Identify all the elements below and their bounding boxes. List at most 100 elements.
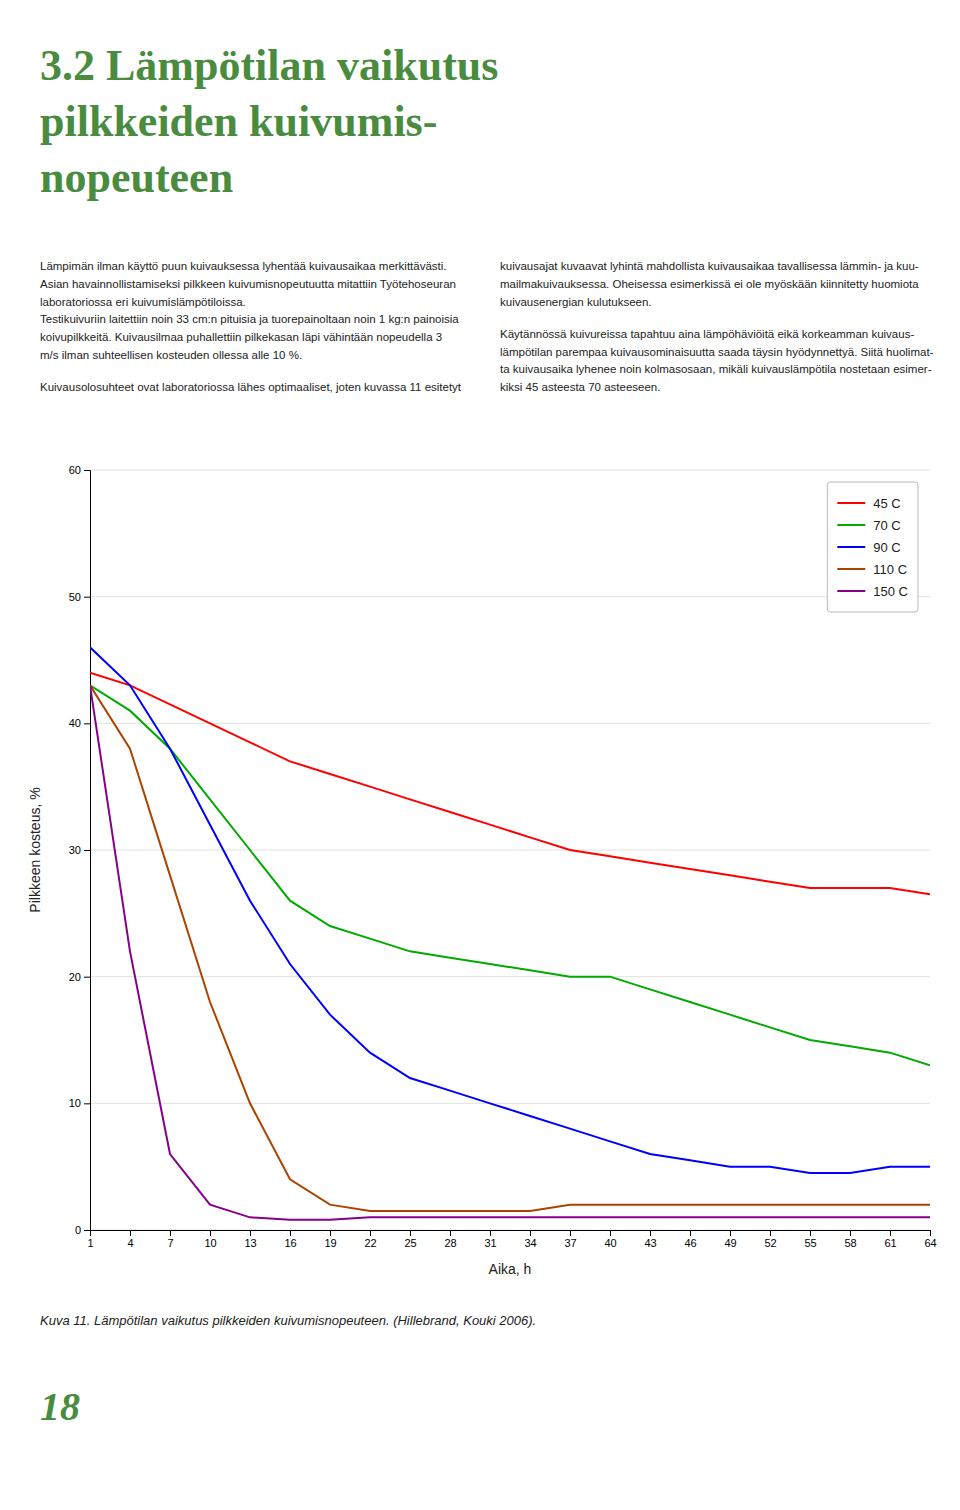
tick-label: 20 bbox=[69, 971, 81, 983]
grid-line bbox=[90, 470, 930, 471]
tick-label: 0 bbox=[75, 1224, 81, 1236]
tick-mark bbox=[570, 1230, 571, 1236]
tick: 20 bbox=[69, 971, 90, 983]
body-line: Lämpimän ilman käyttö puun kuivauksessa … bbox=[40, 260, 447, 272]
tick: 40 bbox=[604, 1230, 616, 1249]
body-line: kuivausenergian kulutukseen. bbox=[500, 296, 652, 308]
legend-swatch bbox=[837, 568, 865, 570]
tick: 60 bbox=[69, 464, 90, 476]
body-line: Asian havainnollistamiseksi pilkkeen kui… bbox=[40, 278, 456, 290]
legend-swatch bbox=[837, 524, 865, 526]
series-line bbox=[90, 685, 930, 1211]
tick-label: 22 bbox=[364, 1237, 376, 1249]
tick: 4 bbox=[127, 1230, 133, 1249]
tick-mark bbox=[610, 1230, 611, 1236]
tick-mark bbox=[730, 1230, 731, 1236]
legend-label: 110 C bbox=[873, 562, 907, 577]
tick-label: 40 bbox=[604, 1237, 616, 1249]
tick-label: 10 bbox=[69, 1097, 81, 1109]
tick: 34 bbox=[524, 1230, 536, 1249]
tick-mark bbox=[84, 850, 90, 851]
tick-label: 55 bbox=[804, 1237, 816, 1249]
legend-swatch bbox=[837, 546, 865, 548]
tick-label: 61 bbox=[884, 1237, 896, 1249]
tick: 25 bbox=[404, 1230, 416, 1249]
series-line bbox=[90, 647, 930, 1173]
page-number: 18 bbox=[40, 1384, 80, 1429]
tick-mark bbox=[84, 1230, 90, 1231]
tick-label: 16 bbox=[284, 1237, 296, 1249]
body-line: Käytännössä kuivureissa tapahtuu aina lä… bbox=[500, 328, 914, 340]
plot-area bbox=[90, 647, 930, 1220]
page: 3.2 Lämpötilan vaikutuspilkkeiden kuivum… bbox=[0, 0, 960, 1510]
tick: 64 bbox=[924, 1230, 936, 1249]
tick: 37 bbox=[564, 1230, 576, 1249]
tick-label: 10 bbox=[204, 1237, 216, 1249]
tick: 0 bbox=[75, 1224, 90, 1236]
tick-mark bbox=[84, 597, 90, 598]
legend-entry: 45 C bbox=[837, 496, 900, 511]
tick: 40 bbox=[69, 717, 90, 729]
heading-line: nopeuteen bbox=[40, 153, 233, 202]
y-axis: 0 10 20 30 40 50 60 bbox=[69, 464, 91, 1236]
tick-label: 50 bbox=[69, 591, 81, 603]
legend-entry: 90 C bbox=[837, 540, 900, 555]
tick-mark bbox=[250, 1230, 251, 1236]
body-line: kuivausajat kuvaavat lyhintä mahdollista… bbox=[500, 260, 919, 272]
tick: 58 bbox=[844, 1230, 856, 1249]
legend-entry: 150 C bbox=[837, 584, 908, 599]
legend-entry: 70 C bbox=[837, 518, 900, 533]
tick: 13 bbox=[244, 1230, 256, 1249]
legend-swatch bbox=[837, 590, 865, 592]
chart: 1471013161922252831343740434649525558616… bbox=[27, 464, 937, 1277]
tick-label: 30 bbox=[69, 844, 81, 856]
heading: 3.2 Lämpötilan vaikutuspilkkeiden kuivum… bbox=[40, 41, 498, 202]
grid-line bbox=[90, 850, 930, 851]
tick-mark bbox=[690, 1230, 691, 1236]
tick-label: 64 bbox=[924, 1237, 936, 1249]
tick-mark bbox=[290, 1230, 291, 1236]
axis-line bbox=[84, 471, 91, 1231]
legend-swatch bbox=[837, 502, 865, 504]
series-line bbox=[90, 673, 930, 895]
body-line: m/s ilman suhteellisen kosteuden ollessa… bbox=[40, 349, 302, 361]
tick: 46 bbox=[684, 1230, 696, 1249]
tick: 55 bbox=[804, 1230, 816, 1249]
legend-label: 70 C bbox=[873, 518, 900, 533]
tick-mark bbox=[130, 1230, 131, 1236]
series-line bbox=[90, 685, 930, 1065]
tick-mark bbox=[850, 1230, 851, 1236]
tick-mark bbox=[450, 1230, 451, 1236]
x-axis: 1471013161922252831343740434649525558616… bbox=[87, 1230, 936, 1249]
tick-mark bbox=[530, 1230, 531, 1236]
axis-line bbox=[91, 1231, 931, 1237]
grid-line bbox=[90, 723, 930, 724]
body-line: ta kuivausaika lyhenee noin kolmasosaan,… bbox=[500, 363, 932, 375]
heading-line: 3.2 Lämpötilan vaikutus bbox=[40, 41, 498, 90]
series-line bbox=[90, 685, 930, 1220]
tick: 16 bbox=[284, 1230, 296, 1249]
grid-line bbox=[90, 596, 930, 597]
tick-mark bbox=[930, 1230, 931, 1236]
grid bbox=[90, 470, 930, 1230]
tick-label: 28 bbox=[444, 1237, 456, 1249]
legend-label: 90 C bbox=[873, 540, 900, 555]
tick-mark bbox=[490, 1230, 491, 1236]
tick-mark bbox=[890, 1230, 891, 1236]
tick: 1 bbox=[87, 1230, 93, 1249]
tick-mark bbox=[84, 723, 90, 724]
tick: 22 bbox=[364, 1230, 376, 1249]
tick-mark bbox=[84, 470, 90, 471]
text-column: Lämpimän ilman käyttö puun kuivauksessa … bbox=[40, 260, 462, 393]
tick: 7 bbox=[167, 1230, 173, 1249]
body-line: Testikuivuriin laitettiin noin 33 cm:n p… bbox=[40, 313, 459, 325]
tick-mark bbox=[410, 1230, 411, 1236]
grid-line bbox=[90, 976, 930, 977]
tick: 19 bbox=[324, 1230, 336, 1249]
tick: 10 bbox=[69, 1097, 90, 1109]
tick-mark bbox=[170, 1230, 171, 1236]
tick-mark bbox=[84, 977, 90, 978]
body-line: lämpötilan parempaa kuivausominaisuutta … bbox=[500, 346, 934, 358]
tick: 50 bbox=[69, 591, 90, 603]
tick-mark bbox=[370, 1230, 371, 1236]
